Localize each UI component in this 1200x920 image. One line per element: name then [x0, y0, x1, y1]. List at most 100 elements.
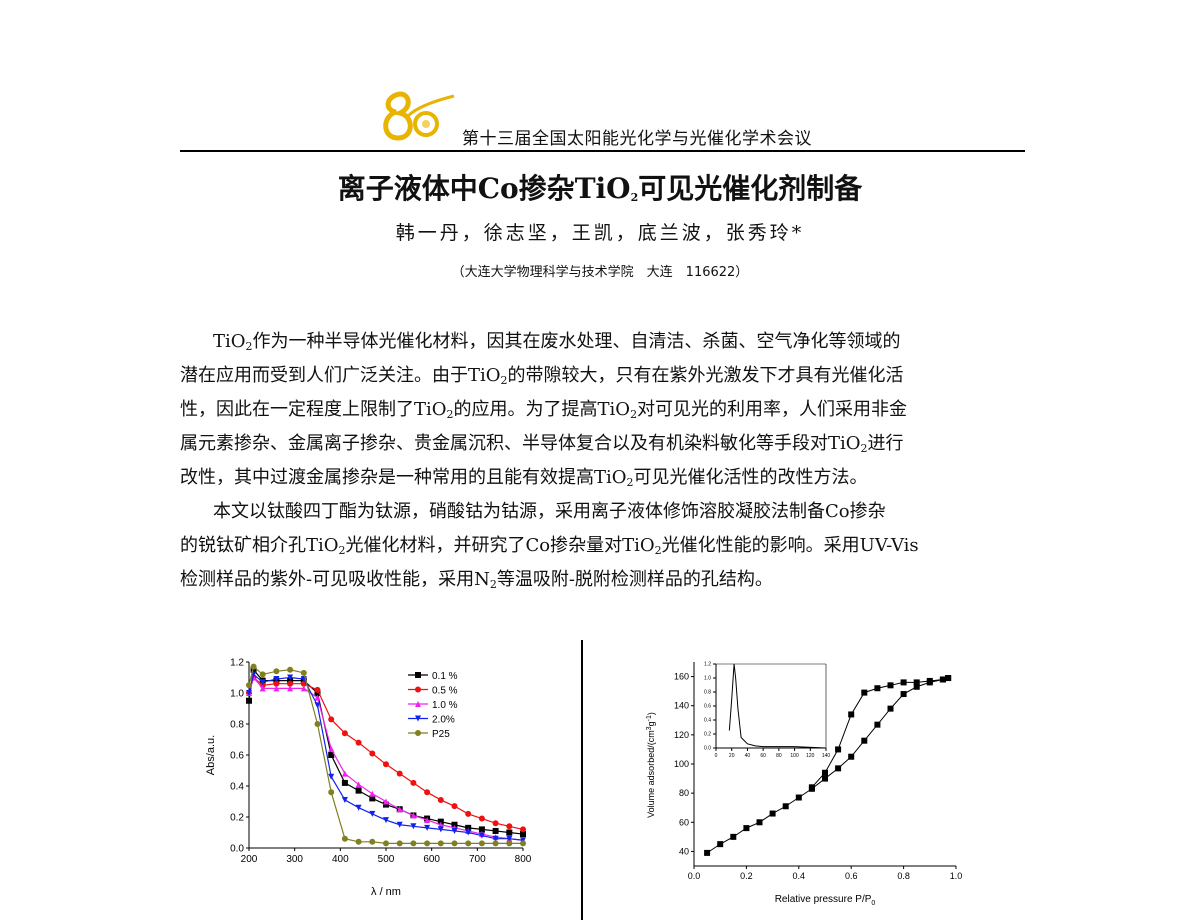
data-point — [874, 721, 881, 728]
text-segment: 的带隙较大，只有在紫外光激发下才具有光催化活 — [507, 365, 904, 386]
x-tick-label: 80 — [776, 753, 782, 759]
data-point — [341, 835, 348, 842]
y-tick-label: 0.6 — [704, 704, 711, 710]
data-point — [492, 840, 499, 847]
data-point — [945, 675, 952, 682]
series-line — [248, 673, 524, 841]
data-point — [478, 840, 485, 847]
text-segment: 对可见光的利用率，人们采用非金 — [637, 399, 908, 420]
data-point — [314, 690, 321, 696]
y-tick-label: 160 — [674, 672, 689, 682]
series-line — [706, 677, 949, 854]
y-tick-label: 0.6 — [230, 750, 244, 761]
data-point — [396, 806, 403, 813]
conference-logo — [383, 91, 455, 141]
y-tick-label: 100 — [674, 759, 689, 769]
data-point — [808, 784, 815, 791]
x-tick-label: 0.6 — [845, 871, 858, 881]
data-point — [410, 823, 417, 830]
paragraph-2-line: 的锐钛矿相介孔TiO2光催化材料，并研究了Co掺杂量对TiO2光催化性能的影响。… — [180, 529, 1030, 563]
data-point — [437, 796, 444, 803]
data-point — [383, 817, 389, 824]
y-tick-label: 60 — [679, 817, 689, 827]
text-segment: 等温吸附-脱附检测样品的孔结构。 — [496, 569, 773, 590]
y-axis-label: Abs/a.u. — [205, 735, 217, 775]
text-segment: 2 — [626, 476, 634, 489]
data-point — [355, 781, 362, 788]
data-point — [506, 829, 513, 836]
y-tick-label: 1.0 — [704, 676, 711, 682]
data-point — [396, 821, 403, 828]
data-point — [369, 838, 376, 845]
data-point — [328, 773, 335, 780]
x-tick-label: 200 — [241, 854, 258, 865]
x-tick-label: 100 — [790, 753, 799, 759]
data-point — [939, 676, 946, 683]
data-point — [328, 789, 335, 796]
data-point — [835, 746, 842, 753]
text-segment: 的锐钛矿相介孔TiO — [180, 535, 339, 556]
x-tick-label: 500 — [378, 854, 395, 865]
y-tick-label: 0.0 — [230, 843, 244, 854]
y-tick-label: 0.8 — [704, 690, 711, 696]
text-segment: 2 — [860, 442, 868, 455]
data-point — [355, 787, 362, 794]
text-segment: TiO — [213, 331, 246, 352]
y-tick-label: 0.2 — [230, 812, 244, 823]
x-tick-label: 0.8 — [897, 871, 910, 881]
paragraph-2-line: 检测样品的紫外-可见吸收性能，采用N2等温吸附-脱附检测样品的孔结构。 — [180, 563, 1030, 597]
y-tick-label: 1.2 — [704, 662, 711, 668]
affiliation: （大连大学物理科学与技术学院 大连 116622） — [451, 265, 749, 280]
data-point — [415, 715, 421, 722]
data-point — [415, 672, 421, 678]
text-segment: 本文以钛酸四丁酯为钛源，硝酸钴为钴源，采用离子液体修饰溶胶凝胶法制备Co掺杂 — [213, 501, 886, 522]
data-point — [314, 702, 321, 709]
data-point — [451, 821, 458, 828]
body-text: TiO 2 作为一种半导体光催化材料，因其在废水处理、自清洁、杀菌、空气净化等领域的… — [180, 325, 1030, 597]
data-point — [383, 801, 389, 808]
data-point — [520, 826, 526, 833]
data-point — [246, 690, 252, 696]
data-point — [795, 794, 802, 801]
data-point — [465, 824, 472, 831]
paragraph-2-line: 本文以钛酸四丁酯为钛源，硝酸钴为钴源，采用离子液体修饰溶胶凝胶法制备Co掺杂 — [180, 495, 1030, 529]
data-point — [424, 824, 431, 831]
data-point — [328, 752, 335, 758]
data-point — [328, 716, 335, 723]
data-point — [424, 840, 431, 847]
data-point — [437, 840, 444, 847]
data-point — [355, 804, 362, 811]
x-tick-label: 400 — [332, 854, 349, 865]
data-point — [913, 683, 920, 690]
text-segment: 作为一种半导体光催化材料，因其在废水处理、自清洁、杀菌、空气净化等领域的 — [252, 331, 901, 352]
data-point — [341, 770, 348, 777]
text-segment: 2 — [630, 408, 638, 421]
text-segment: 进行 — [867, 433, 904, 454]
data-point — [822, 775, 828, 782]
x-tick-label: 120 — [806, 753, 815, 759]
data-point — [383, 840, 389, 847]
legend-label: P25 — [432, 729, 450, 740]
x-tick-label: 140 — [822, 753, 831, 759]
series-line — [248, 676, 524, 830]
data-point — [861, 689, 868, 696]
x-axis-label: λ / nm — [371, 886, 401, 898]
x-tick-label: 700 — [469, 854, 486, 865]
x-tick-label: 0 — [715, 753, 718, 759]
data-point — [717, 841, 724, 848]
y-tick-label: 0.4 — [704, 718, 711, 724]
data-point — [756, 819, 763, 826]
data-point — [887, 682, 894, 689]
data-point — [520, 831, 526, 838]
series-line — [811, 677, 949, 788]
y-tick-label: 120 — [674, 730, 689, 740]
data-point — [451, 827, 458, 834]
data-point — [287, 685, 294, 692]
data-point — [506, 823, 513, 830]
data-point — [369, 795, 376, 802]
data-point — [506, 840, 513, 847]
y-tick-label: 0.4 — [230, 781, 244, 792]
data-point — [410, 779, 417, 786]
x-tick-label: 0.2 — [740, 871, 753, 881]
x-tick-label: 0.0 — [688, 871, 701, 881]
